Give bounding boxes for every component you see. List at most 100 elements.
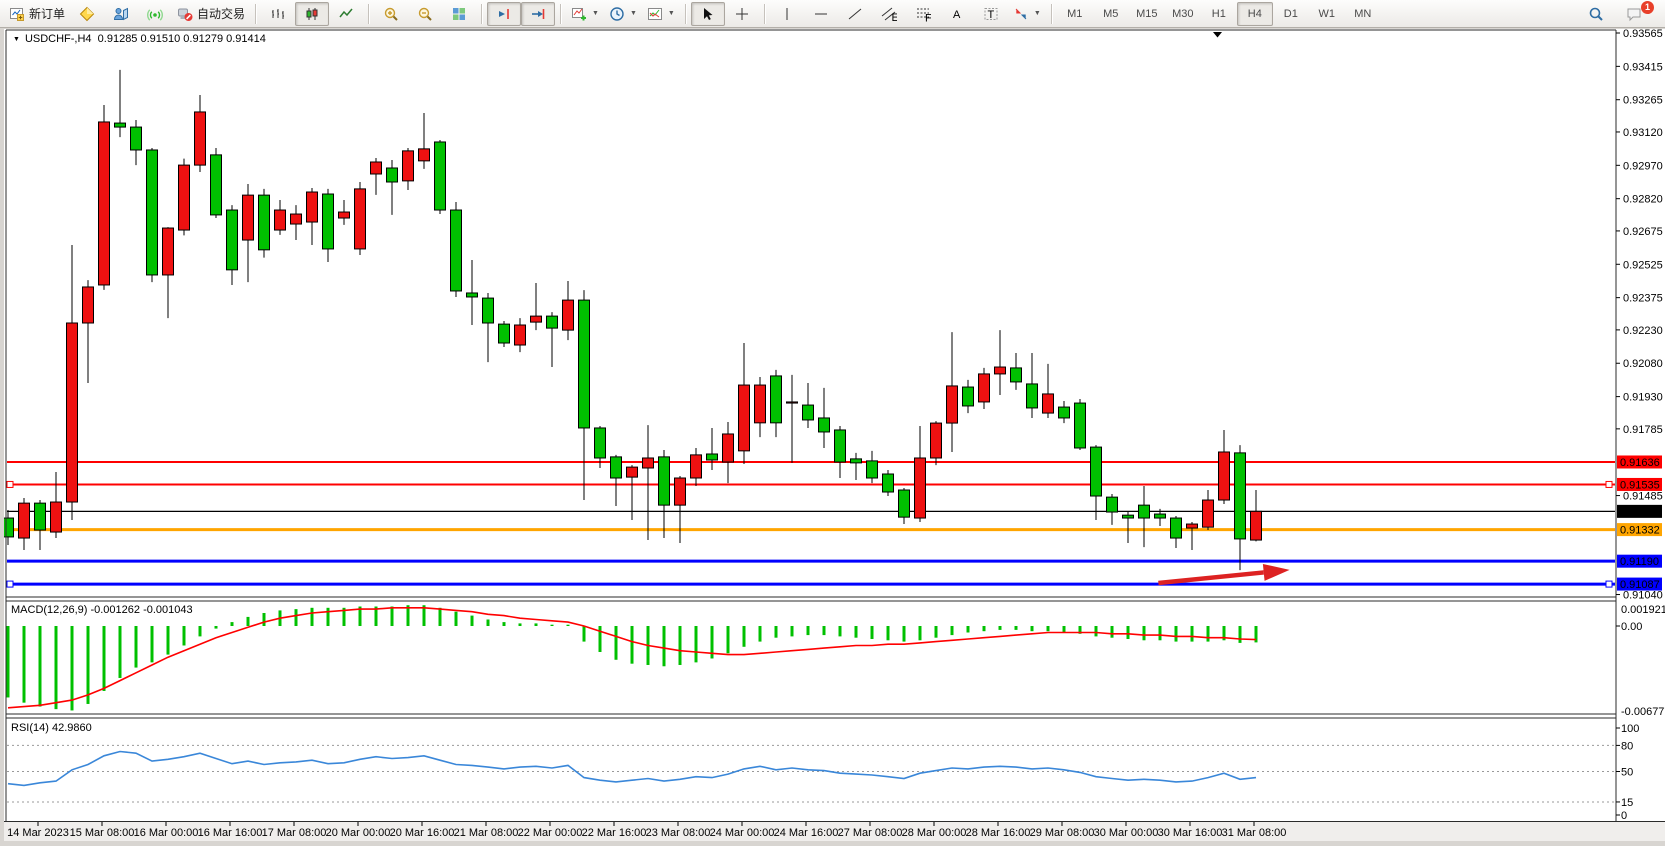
candle-body bbox=[18, 502, 30, 539]
templates-button[interactable]: ▼ bbox=[642, 2, 680, 26]
timeframe-button-m30[interactable]: M30 bbox=[1172, 7, 1194, 20]
candle-body bbox=[674, 477, 686, 506]
autotrade-icon bbox=[177, 6, 193, 22]
channel-icon: E bbox=[881, 6, 897, 22]
candle bbox=[754, 377, 766, 438]
gold-chart-button[interactable] bbox=[70, 2, 104, 26]
price-axis-label: 0.92525 bbox=[1623, 259, 1663, 271]
market-watch-button[interactable] bbox=[104, 2, 138, 26]
text-label-button[interactable]: T bbox=[974, 2, 1008, 26]
fibonacci-button[interactable]: F bbox=[906, 2, 940, 26]
price-label-box-text: 0.91190 bbox=[1620, 556, 1659, 568]
price-axis-label: 0.92970 bbox=[1623, 160, 1663, 172]
rsi-indicator-label: RSI(14) 42.9860 bbox=[11, 722, 92, 734]
timeframe-button-d1[interactable]: D1 bbox=[1283, 7, 1298, 20]
new-order-button[interactable]: 新订单 bbox=[4, 2, 70, 26]
line-chart-button[interactable] bbox=[329, 2, 363, 26]
vertical-line-button[interactable] bbox=[770, 2, 804, 26]
candle-body bbox=[434, 141, 446, 211]
candle-body bbox=[274, 209, 286, 231]
trendline-button[interactable] bbox=[838, 2, 872, 26]
macd-histogram-bar bbox=[902, 626, 906, 642]
zoom-out-button[interactable] bbox=[408, 2, 442, 26]
periods-button[interactable]: ▼ bbox=[604, 2, 642, 26]
candle bbox=[1202, 490, 1214, 531]
timeframe-button-mn[interactable]: MN bbox=[1354, 7, 1372, 20]
candle-body bbox=[178, 164, 190, 231]
timeframe-button-m15[interactable]: M15 bbox=[1136, 7, 1158, 20]
equidistant-channel-button[interactable]: E bbox=[872, 2, 906, 26]
line-selection-handle[interactable] bbox=[6, 480, 14, 488]
chevron-down-icon[interactable]: ▼ bbox=[592, 10, 599, 17]
arrows-button[interactable]: ▼ bbox=[1008, 2, 1046, 26]
candle bbox=[882, 469, 894, 497]
rsi-axis-label: 50 bbox=[1621, 767, 1633, 779]
chevron-down-icon[interactable]: ▼ bbox=[1033, 10, 1041, 17]
candle-body bbox=[82, 286, 94, 324]
time-axis-label: 15 Mar 08:00 bbox=[70, 827, 135, 839]
time-axis-label: 31 Mar 08:00 bbox=[1222, 827, 1287, 839]
zoom-in-button[interactable] bbox=[374, 2, 408, 26]
timeframe-button-m1[interactable]: M1 bbox=[1067, 7, 1083, 20]
macd-histogram-bar bbox=[662, 626, 666, 667]
crosshair-button[interactable] bbox=[725, 2, 759, 26]
notifications-button[interactable]: 1 bbox=[1617, 0, 1654, 26]
chevron-down-icon[interactable]: ▼ bbox=[667, 10, 675, 17]
line-selection-handle[interactable] bbox=[1605, 480, 1613, 488]
candle bbox=[498, 320, 510, 348]
macd-histogram-bar bbox=[134, 626, 138, 668]
time-axis-label: 24 Mar 00:00 bbox=[710, 827, 775, 839]
bar-chart-button[interactable] bbox=[261, 2, 295, 26]
dropdown-marker-icon[interactable] bbox=[1213, 32, 1222, 38]
candle bbox=[770, 369, 782, 438]
macd-histogram-bar bbox=[198, 626, 202, 637]
search-button[interactable] bbox=[1579, 2, 1613, 26]
timeframe-button-w1[interactable]: W1 bbox=[1318, 7, 1336, 20]
timeframe-button-h4[interactable]: H4 bbox=[1236, 1, 1273, 26]
timeframe-button-m5[interactable]: M5 bbox=[1103, 7, 1119, 20]
macd-histogram-bar bbox=[502, 622, 506, 626]
line-selection-handle[interactable] bbox=[1605, 580, 1613, 588]
candle-body bbox=[1154, 513, 1166, 519]
signals-button[interactable] bbox=[138, 2, 172, 26]
macd-histogram-bar bbox=[326, 607, 330, 626]
chart-canvas[interactable]: 0.001921 0.00 -0.006777 100 80 50 150 0.93565 0.… bbox=[4, 29, 1665, 841]
cursor-button[interactable] bbox=[690, 1, 725, 26]
price-label-box bbox=[1617, 504, 1662, 518]
chevron-down-icon[interactable]: ▼ bbox=[629, 10, 637, 17]
line-selection-handle[interactable] bbox=[6, 580, 14, 588]
candlestick-chart-button[interactable] bbox=[295, 1, 330, 26]
rsi-axis-label: 100 bbox=[1621, 723, 1639, 735]
candle bbox=[322, 188, 334, 263]
tile-windows-button[interactable] bbox=[442, 2, 476, 26]
candle bbox=[354, 182, 366, 255]
one-click-trading-arrow-icon[interactable]: ▼ bbox=[13, 35, 20, 43]
label-icon: T bbox=[983, 6, 999, 22]
auto-scroll-button[interactable] bbox=[521, 1, 556, 26]
indicators-icon bbox=[571, 6, 587, 22]
indicators-button[interactable]: ▼ bbox=[566, 2, 604, 26]
candle-body bbox=[66, 322, 78, 503]
candle-body bbox=[1218, 451, 1230, 501]
text-button[interactable]: A bbox=[940, 2, 974, 26]
zoom-in-icon bbox=[383, 6, 399, 22]
candle-body bbox=[530, 315, 542, 323]
time-axis-label: 23 Mar 08:00 bbox=[646, 827, 711, 839]
trend-arrow-annotation[interactable] bbox=[1158, 563, 1290, 586]
candle-body bbox=[290, 213, 302, 225]
candle bbox=[114, 69, 126, 138]
toolbar-separator bbox=[560, 3, 562, 24]
autotrading-button[interactable]: 自动交易 bbox=[172, 2, 250, 26]
candle-body bbox=[866, 460, 878, 479]
candle-body bbox=[930, 422, 942, 459]
macd-histogram-bar bbox=[742, 626, 746, 647]
horizontal-line-button[interactable] bbox=[804, 2, 838, 26]
chart-shift-button[interactable] bbox=[487, 1, 522, 26]
timeframe-button-h1[interactable]: H1 bbox=[1211, 7, 1226, 20]
candle bbox=[50, 471, 62, 539]
macd-histogram-bar bbox=[1238, 626, 1242, 643]
candle bbox=[466, 260, 478, 325]
chart-candles-icon bbox=[304, 6, 320, 22]
search-icon bbox=[1588, 6, 1604, 22]
macd-histogram-bar bbox=[838, 626, 842, 637]
